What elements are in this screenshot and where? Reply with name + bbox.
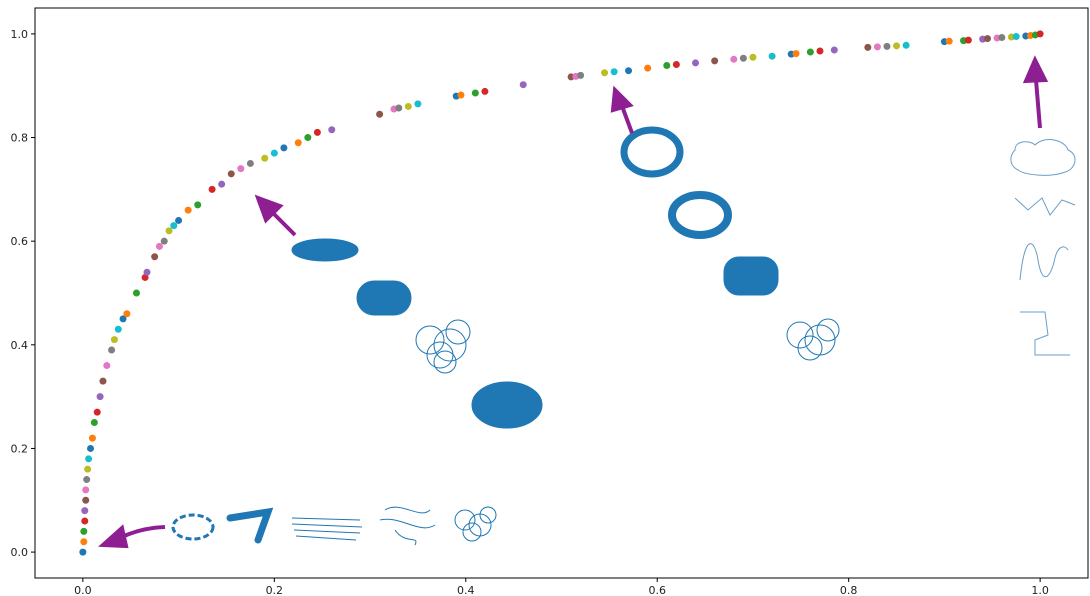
page: {"chart_data": {"type": "scatter", "xlim… <box>0 0 1090 596</box>
point <box>769 53 776 60</box>
y-tick-label: 0.0 <box>11 546 29 559</box>
point <box>97 393 104 400</box>
point <box>280 144 287 151</box>
point <box>84 466 91 473</box>
point <box>194 201 201 208</box>
point <box>673 61 680 68</box>
point <box>123 310 130 317</box>
point <box>883 43 890 50</box>
point <box>247 160 254 167</box>
point <box>156 243 163 250</box>
point <box>376 111 383 118</box>
point <box>103 362 110 369</box>
point <box>663 62 670 69</box>
point <box>295 139 302 146</box>
point <box>85 455 92 462</box>
point <box>80 538 87 545</box>
point <box>94 409 101 416</box>
point <box>644 65 651 72</box>
point <box>395 105 402 112</box>
x-tick-label: 0.8 <box>840 584 858 596</box>
point <box>946 38 953 45</box>
chart: 0.0 0.2 0.4 0.6 0.8 1.0 0.0 0.2 0.4 0.6 0.8 1.0 <box>0 0 1090 596</box>
point <box>807 49 814 56</box>
point <box>209 186 216 193</box>
point <box>175 217 182 224</box>
point <box>457 92 464 99</box>
point <box>1037 30 1044 37</box>
point <box>151 253 158 260</box>
point <box>998 34 1005 41</box>
point <box>481 88 488 95</box>
point <box>405 103 412 110</box>
y-tick-label: 0.2 <box>11 442 29 455</box>
point <box>711 57 718 64</box>
point <box>89 435 96 442</box>
point <box>170 222 177 229</box>
x-tick-label: 0.0 <box>74 584 92 596</box>
point <box>328 126 335 133</box>
point <box>261 155 268 162</box>
point <box>79 549 86 556</box>
point <box>83 476 90 483</box>
point <box>692 59 699 66</box>
point <box>864 44 871 51</box>
y-tick-label: 0.8 <box>11 132 29 145</box>
point <box>903 42 910 49</box>
point <box>520 81 527 88</box>
point <box>237 165 244 172</box>
x-tick-label: 1.0 <box>1031 584 1049 596</box>
point <box>166 227 173 234</box>
y-tick-label: 0.4 <box>11 339 29 352</box>
point <box>185 207 192 214</box>
point <box>218 181 225 188</box>
point <box>271 150 278 157</box>
point <box>82 497 89 504</box>
point <box>740 55 747 62</box>
x-tick-label: 0.2 <box>266 584 284 596</box>
y-tick-label: 0.6 <box>11 235 29 248</box>
point <box>87 445 94 452</box>
point <box>749 54 756 61</box>
point <box>81 507 88 514</box>
point <box>111 336 118 343</box>
point <box>314 129 321 136</box>
point <box>115 326 122 333</box>
point <box>816 48 823 55</box>
point <box>965 37 972 44</box>
point <box>577 72 584 79</box>
point <box>228 170 235 177</box>
point <box>625 67 632 74</box>
point <box>1013 33 1020 40</box>
point <box>161 238 168 245</box>
point <box>874 43 881 50</box>
x-tick-label: 0.4 <box>457 584 475 596</box>
point <box>108 347 115 354</box>
decorations <box>103 60 1075 546</box>
point <box>99 378 106 385</box>
point <box>730 56 737 63</box>
point <box>133 290 140 297</box>
point <box>831 46 838 53</box>
y-tick-label: 1.0 <box>11 28 29 41</box>
point <box>793 50 800 57</box>
point <box>304 134 311 141</box>
point <box>893 42 900 49</box>
x-tick-label: 0.6 <box>648 584 666 596</box>
point <box>91 419 98 426</box>
point <box>82 486 89 493</box>
point <box>472 89 479 96</box>
point <box>144 269 151 276</box>
point <box>984 35 991 42</box>
point <box>601 69 608 76</box>
plot-frame <box>35 8 1088 578</box>
point <box>81 518 88 525</box>
point <box>80 528 87 535</box>
point <box>611 68 618 75</box>
point <box>414 100 421 107</box>
